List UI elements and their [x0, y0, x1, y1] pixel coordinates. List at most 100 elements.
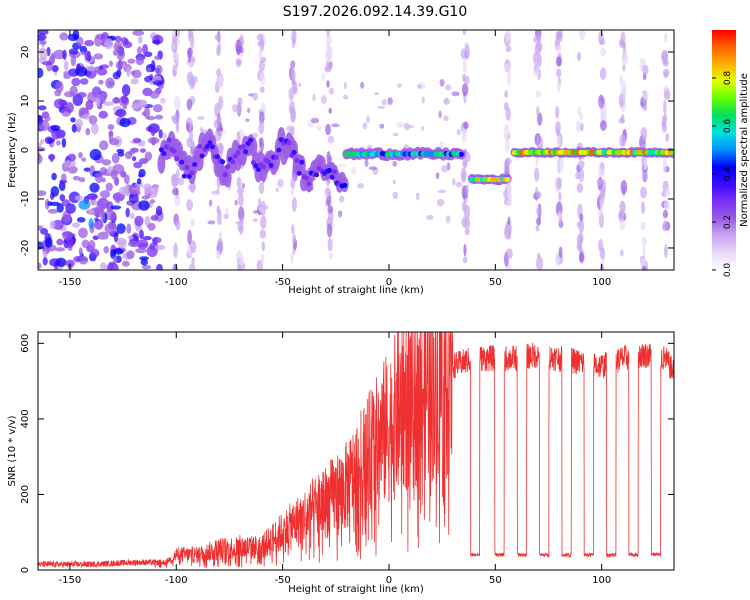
heatmap-streak-cell: [174, 194, 181, 207]
heatmap-noise-blob: [117, 151, 125, 157]
heatmap-signal-cell: [164, 144, 169, 150]
heatmap-streak-cell: [662, 210, 669, 219]
heatmap-streak-cell: [461, 83, 469, 97]
snr-y-tick-label: 600: [20, 334, 31, 353]
heatmap-streak-cell: [596, 178, 603, 186]
heatmap-streak-cell: [576, 221, 582, 229]
heatmap-noise-blob: [56, 203, 64, 213]
heatmap-streak-cell: [327, 49, 332, 64]
heatmap-faint-cell: [160, 97, 166, 104]
heatmap-streak-cell: [172, 187, 179, 196]
heatmap-noise-blob: [104, 209, 116, 221]
snr-y-ticks: 0 200 400 600: [20, 334, 674, 573]
heatmap-streak-cell: [576, 241, 581, 251]
heatmap-signal-cell: [458, 151, 464, 157]
heatmap-noise-blob: [126, 66, 131, 77]
heatmap-noise-blob: [39, 139, 45, 145]
heatmap-streak-cell: [598, 238, 604, 252]
heatmap-faint-cell: [207, 220, 216, 225]
heatmap-noise-blob: [149, 199, 156, 204]
heatmap-signal-cell: [194, 150, 200, 156]
heatmap-streak-cell: [327, 238, 333, 252]
heatmap-streak-cell: [464, 151, 471, 163]
heatmap-noise-blob: [44, 115, 51, 122]
heatmap-noise-blob: [118, 240, 127, 249]
heatmap-noise-blob: [127, 58, 136, 64]
heatmap-noise-blob: [47, 208, 59, 214]
heatmap-signal-cell: [291, 149, 297, 155]
snr-x-tick-label: -50: [274, 575, 290, 586]
heatmap-noise-blob: [70, 117, 76, 123]
heatmap-noise-blob: [42, 257, 48, 266]
heatmap-noise-blob: [38, 262, 42, 269]
heatmap-faint-cell: [360, 81, 365, 89]
heatmap-faint-cell: [316, 124, 322, 132]
heatmap-noise-blob: [94, 35, 103, 47]
heatmap-streak-cell: [536, 217, 542, 226]
heatmap-faint-cell: [379, 123, 385, 129]
heatmap-y-tick-label: 20: [20, 46, 31, 59]
heatmap-faint-cell: [277, 178, 284, 188]
heatmap-streak-cell: [504, 158, 510, 172]
colorbar-label: Normalized spectral amplitude: [739, 73, 750, 227]
heatmap-signal-cell: [184, 165, 190, 170]
heatmap-noise-blob: [131, 103, 140, 110]
heatmap-noise-blob: [100, 209, 106, 222]
heatmap-streak-cell: [464, 228, 470, 236]
heatmap-noise-blob: [137, 239, 149, 250]
heatmap-faint-cell: [415, 192, 420, 201]
heatmap-noise-blob: [97, 231, 109, 240]
heatmap-noise-blob: [153, 185, 159, 195]
heatmap-signal-cell: [197, 143, 203, 149]
heatmap-streak-cell: [328, 252, 334, 260]
heatmap-noise-blob: [128, 184, 141, 195]
heatmap-streak-cell: [579, 213, 584, 222]
heatmap-streak-cell: [598, 100, 602, 109]
heatmap-faint-cell: [392, 160, 398, 167]
heatmap-faint-cell: [328, 87, 335, 95]
heatmap-streak-cell: [504, 136, 510, 153]
heatmap-noise-blob: [38, 225, 44, 231]
snr-line-group: [38, 332, 674, 569]
heatmap-streak-cell: [291, 30, 297, 45]
heatmap-noise-blob: [89, 148, 102, 161]
heatmap-noise-blob: [77, 92, 87, 98]
heatmap-streak-cell: [504, 90, 509, 98]
heatmap-streak-cell: [535, 90, 542, 98]
heatmap-noise-blob: [53, 98, 66, 109]
heatmap-noise-blob: [153, 104, 163, 113]
heatmap-streak-cell: [664, 188, 670, 197]
heatmap-streak-cell: [536, 206, 541, 215]
heatmap-noise-blob: [100, 262, 107, 270]
heatmap-noise-blob: [150, 60, 156, 72]
heatmap-noise-blob: [56, 140, 61, 146]
heatmap-streak-cell: [465, 184, 469, 195]
heatmap-streak-cell: [664, 32, 668, 44]
heatmap-noise-blob: [99, 190, 111, 199]
heatmap-x-tick-label: -100: [165, 277, 188, 288]
heatmap-streak-cell: [620, 180, 628, 195]
heatmap-noise-blob: [78, 227, 88, 239]
heatmap-noise-blob: [109, 60, 113, 67]
heatmap-streak-cell: [503, 124, 510, 141]
heatmap-noise-blob: [47, 138, 56, 143]
heatmap-streak-cell: [188, 30, 194, 38]
heatmap-streak-cell: [536, 106, 540, 117]
heatmap-noise-blob: [38, 153, 43, 165]
heatmap-streak-cell: [621, 134, 626, 147]
heatmap-streak-cell: [642, 171, 649, 181]
heatmap-noise-blob: [78, 247, 83, 257]
heatmap-noise-blob: [51, 128, 61, 140]
heatmap-faint-cell: [252, 218, 258, 222]
heatmap-streak-cell: [237, 193, 244, 207]
heatmap-streak-cell: [599, 67, 607, 80]
heatmap-noise-blob: [56, 238, 64, 246]
heatmap-noise-blob: [137, 100, 148, 108]
heatmap-faint-cell: [444, 97, 449, 103]
heatmap-signal-cell: [243, 149, 249, 155]
heatmap-noise-blob: [42, 250, 48, 258]
heatmap-streak-cell: [641, 265, 647, 270]
colorbar-gradient: [712, 30, 736, 270]
heatmap-noise-blob: [135, 56, 145, 66]
heatmap-noise-blob: [61, 173, 67, 182]
